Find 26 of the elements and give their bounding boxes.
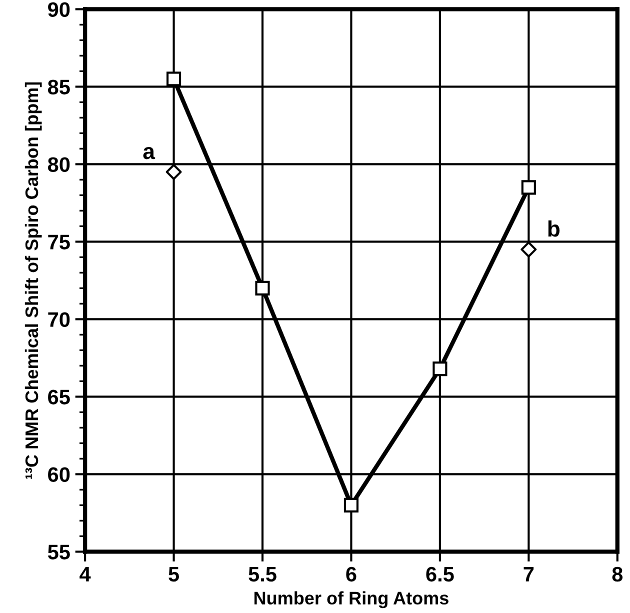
y-tick-label: 55: [48, 544, 70, 560]
point: [520, 241, 537, 258]
x-tick-label: 6: [346, 566, 356, 582]
x-tick-label: 5: [168, 567, 179, 582]
y-tick-label: 60: [48, 467, 70, 482]
x-tick-label: 7: [524, 567, 534, 582]
annotation: b: [548, 220, 560, 237]
point: [521, 180, 536, 195]
y-tick-label: 65: [48, 390, 70, 404]
y-tick-label: 70: [48, 312, 70, 327]
y-axis-title: ¹³C NMR Chemical Shift of Spiro Carbon [ppm]: [24, 82, 42, 479]
x-tick-label: 4: [80, 567, 91, 582]
point: [432, 362, 448, 376]
y-tick-label: 85: [48, 80, 70, 94]
point: [166, 72, 182, 86]
point: [166, 164, 182, 180]
point: [344, 498, 359, 512]
point: [255, 280, 270, 296]
y-tick-label: 90: [48, 2, 70, 17]
y-tick-label: 75: [48, 234, 70, 250]
x-tick-label: 8: [612, 566, 623, 582]
x-axis-title: Number of Ring Atoms: [254, 591, 448, 608]
annotation: a: [143, 147, 156, 160]
x-tick-label: 6.5: [426, 566, 454, 582]
x-tick-label: 5.5: [248, 567, 276, 582]
y-tick-label: 80: [48, 157, 70, 172]
